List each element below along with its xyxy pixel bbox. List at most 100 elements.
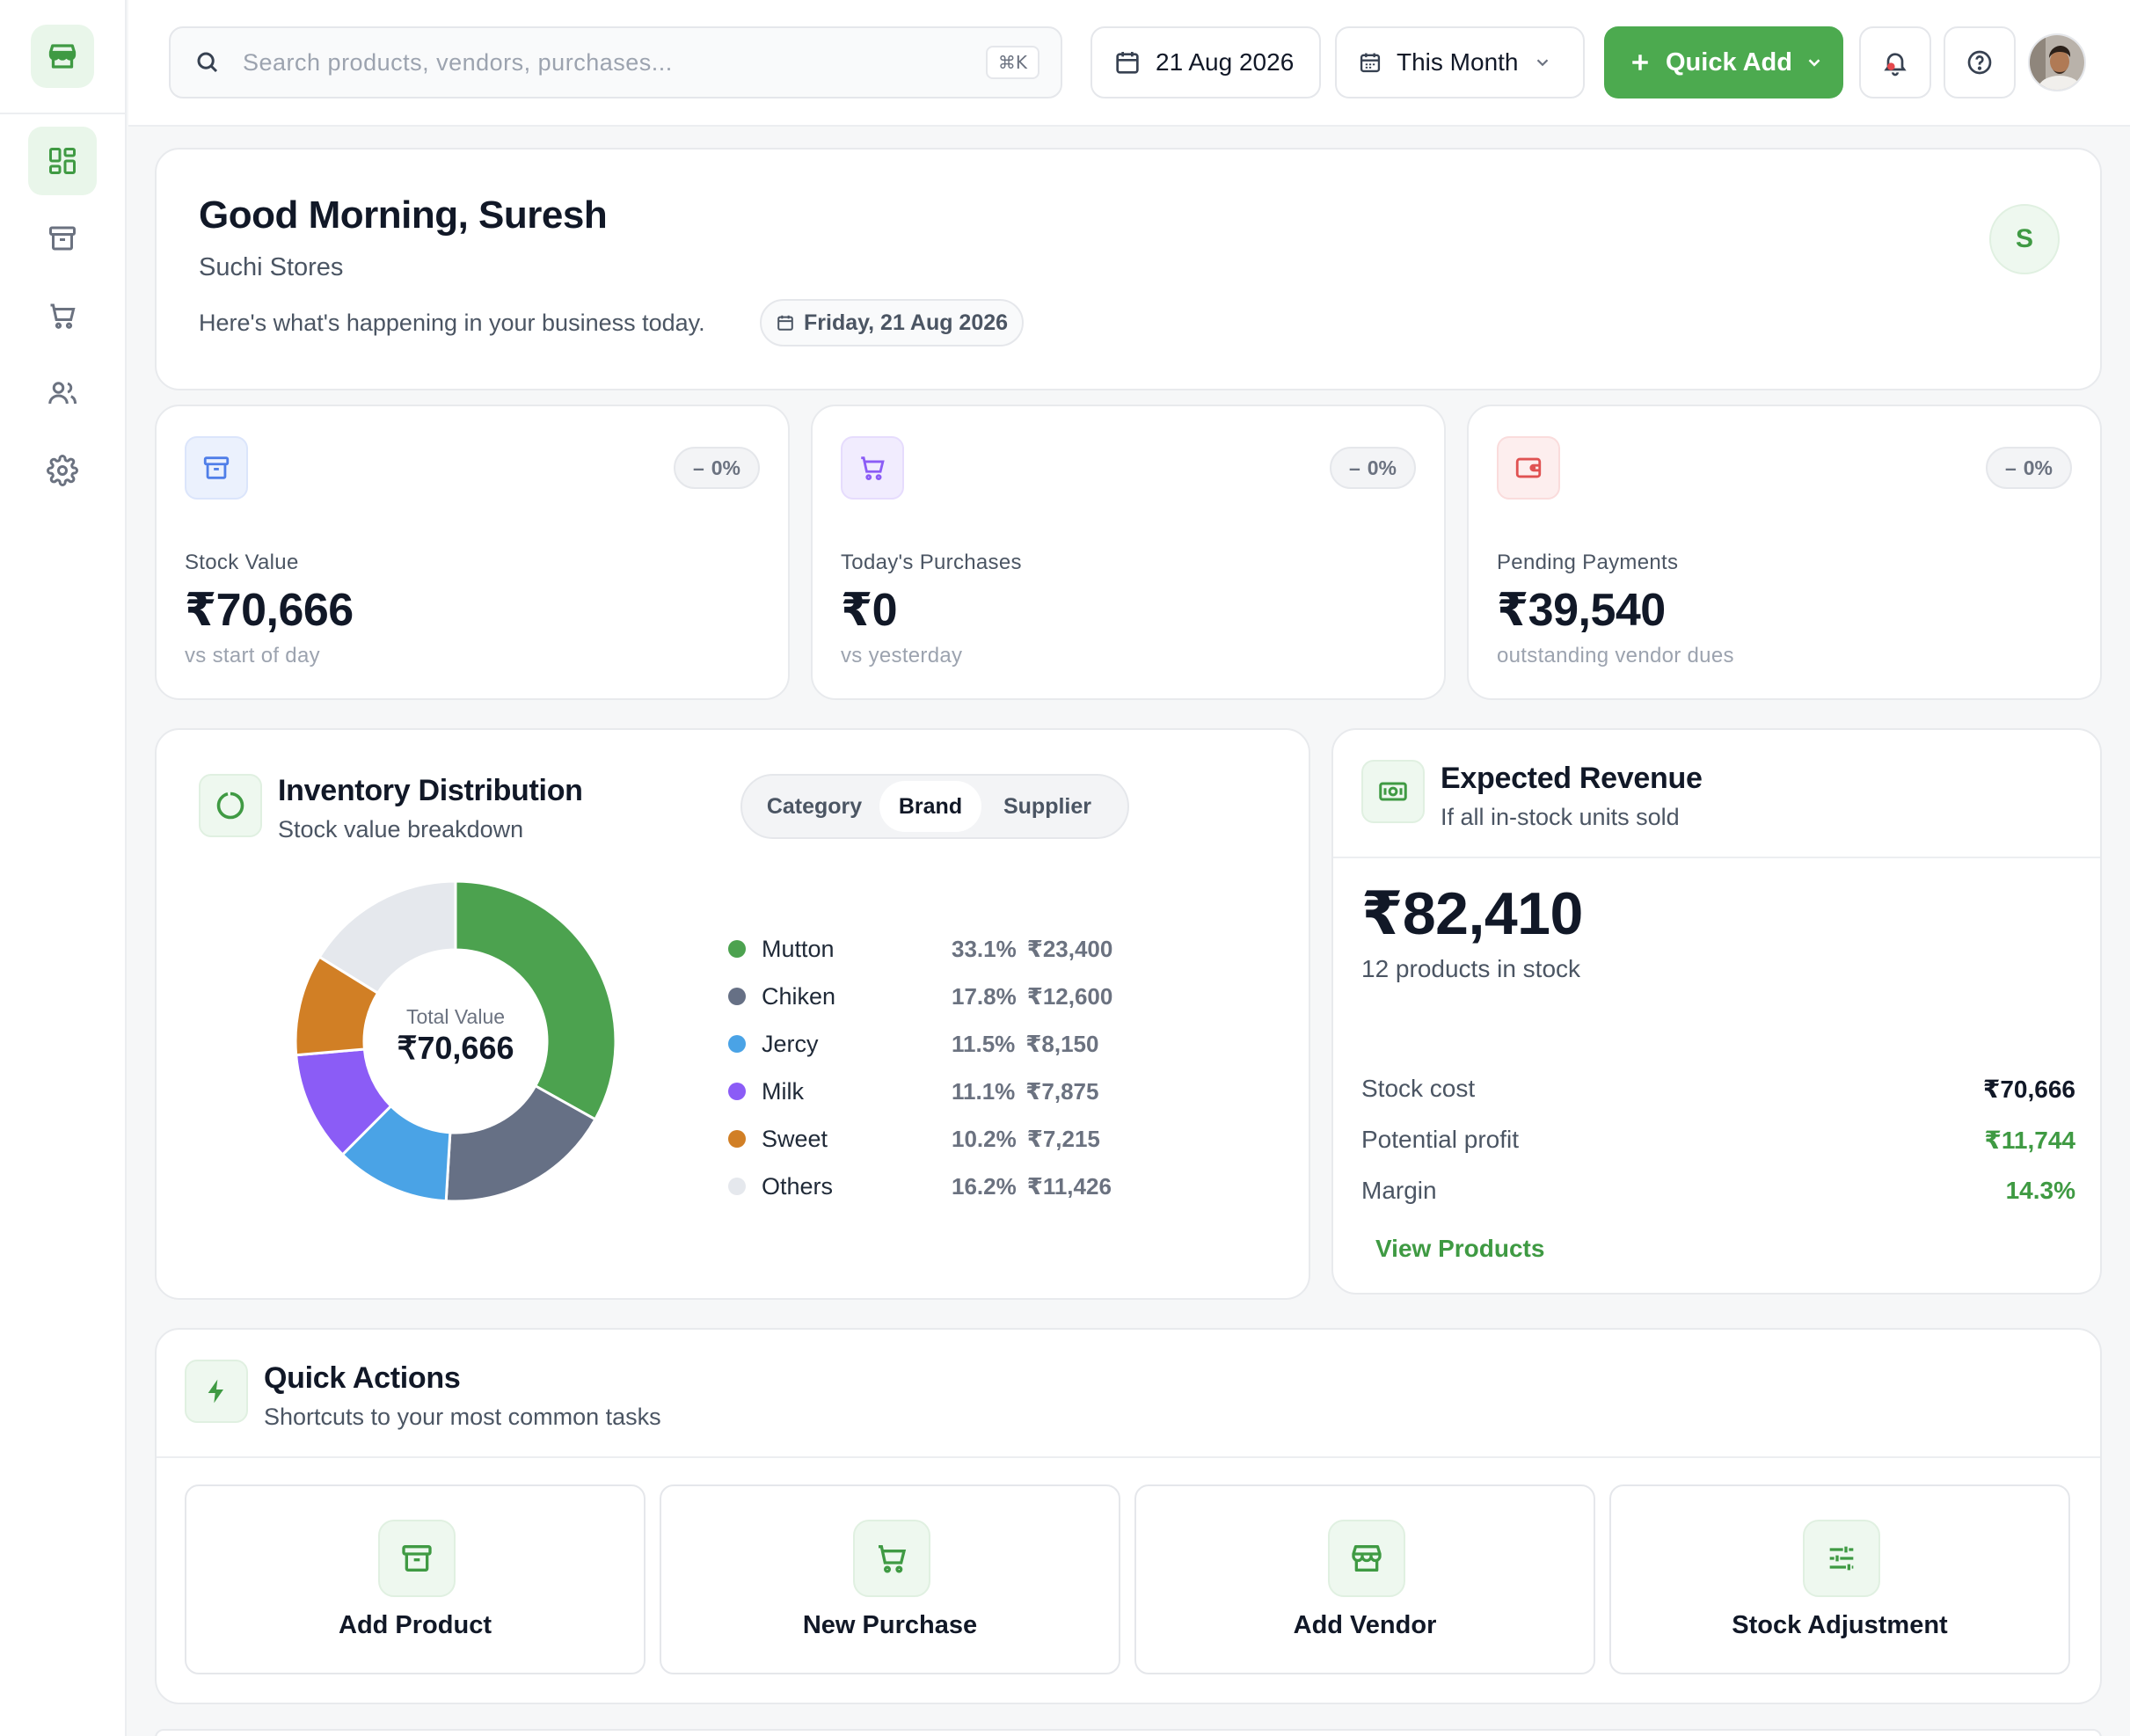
row-value: ₹11,744 (1984, 1127, 2075, 1154)
stat-card-stock-value: –0% Stock Value ₹70,666 vs start of day (155, 405, 790, 700)
stat-note: vs yesterday (841, 644, 963, 667)
divider (157, 1456, 2100, 1458)
stat-value: ₹39,540 (1497, 585, 1666, 636)
chart-legend: Mutton 33.1% ₹23,400 Chiken 17.8% ₹12,600 Jerc… (728, 925, 1150, 1210)
row-label: Margin (1361, 1177, 1437, 1204)
stat-label: Today's Purchases (841, 551, 1022, 574)
tile-label: Stock Adjustment (1732, 1611, 1948, 1639)
view-products-link[interactable]: View Products (1375, 1235, 1545, 1262)
calendar-icon (1116, 52, 1139, 74)
change-badge: –0% (1985, 447, 2072, 489)
donut-chart-icon (199, 774, 262, 837)
tile-label: Add Vendor (1293, 1611, 1437, 1639)
donut-slice-chiken[interactable] (444, 1083, 597, 1203)
period-select[interactable]: This Month (1335, 26, 1585, 98)
stat-value: ₹70,666 (185, 585, 354, 636)
quick-actions-card: Quick Actions Shortcuts to your most com… (155, 1328, 2102, 1704)
tile-label: New Purchase (802, 1611, 978, 1639)
sidebar (0, 0, 127, 1736)
store-icon (1328, 1520, 1405, 1597)
legend-item: Mutton 33.1% ₹23,400 (728, 925, 1150, 973)
store-logo-icon[interactable] (31, 25, 94, 88)
stock-adjustment-button[interactable]: Stock Adjustment (1609, 1484, 2070, 1674)
legend-label: Sweet (762, 1125, 828, 1152)
quick-add-label: Quick Add (1666, 47, 1792, 77)
sidebar-item-purchases[interactable] (28, 281, 97, 350)
legend-swatch (728, 1130, 746, 1148)
change-badge: –0% (673, 447, 760, 489)
cart-icon (853, 1520, 930, 1597)
quick-add-button[interactable]: Quick Add (1604, 26, 1843, 98)
row-label: Potential profit (1361, 1126, 1519, 1153)
today-date-pill: Friday, 21 Aug 2026 (760, 299, 1025, 346)
archive-box-icon (49, 226, 76, 251)
cart-icon (841, 436, 904, 500)
tab-supplier[interactable]: Supplier (1003, 793, 1091, 819)
donut-center-label: Total Value (406, 1005, 505, 1028)
greeting-subtitle: Here's what's happening in your business… (199, 310, 705, 336)
change-badge: –0% (1329, 447, 1416, 489)
stat-value: ₹0 (841, 585, 898, 636)
store-name: Suchi Stores (199, 253, 344, 281)
tab-brand[interactable]: Brand (879, 781, 981, 832)
chevron-down-icon (1536, 59, 1548, 67)
legend-value: ₹7,875 (1025, 1077, 1099, 1105)
stat-note: outstanding vendor dues (1497, 644, 1734, 667)
revenue-row-stock-cost: Stock cost ₹70,666 (1361, 1075, 2075, 1104)
card-subtitle: Stock value breakdown (278, 816, 524, 842)
archive-box-icon (185, 436, 248, 500)
legend-percent: 10.2% (952, 1125, 1017, 1152)
legend-value: ₹8,150 (1025, 1030, 1099, 1057)
sidebar-item-settings[interactable] (28, 436, 97, 505)
archive-box-icon (378, 1520, 456, 1597)
legend-percent: 11.1% (952, 1077, 1016, 1105)
new-purchase-button[interactable]: New Purchase (660, 1484, 1120, 1674)
card-title: Inventory Distribution (278, 774, 583, 807)
greeting-card: Good Morning, Suresh Suchi Stores Here's… (155, 148, 2102, 390)
legend-swatch (728, 1178, 746, 1195)
sidebar-item-inventory[interactable] (28, 204, 97, 273)
search-icon (192, 47, 223, 78)
help-button[interactable] (1944, 26, 2016, 98)
row-value: 14.3% (2005, 1177, 2075, 1204)
stat-card-todays-purchases: –0% Today's Purchases ₹0 vs yesterday (811, 405, 1446, 700)
top-bar: Search products, vendors, purchases... ⌘… (128, 0, 2130, 127)
settings-gear-icon (47, 455, 78, 486)
user-avatar[interactable] (2028, 33, 2086, 91)
legend-value: ₹11,426 (1026, 1172, 1112, 1200)
legend-percent: 16.2% (952, 1172, 1017, 1200)
sidebar-item-dashboard[interactable] (28, 127, 97, 195)
next-card-edge (155, 1729, 2102, 1736)
add-vendor-button[interactable]: Add Vendor (1134, 1484, 1595, 1674)
lightning-icon (185, 1360, 248, 1423)
plus-icon (1632, 55, 1648, 70)
donut-slice-mutton[interactable] (454, 879, 617, 1121)
dashboard-icon (49, 148, 76, 174)
store-initial-avatar: S (1989, 204, 2060, 274)
sidebar-header (0, 0, 125, 114)
sidebar-item-vendors[interactable] (28, 359, 97, 427)
donut-slice-others[interactable] (317, 879, 457, 996)
add-product-button[interactable]: Add Product (185, 1484, 646, 1674)
cart-icon (50, 303, 76, 329)
legend-value: ₹12,600 (1026, 982, 1113, 1010)
today-date-label: Friday, 21 Aug 2026 (804, 310, 1009, 335)
wallet-icon (1497, 436, 1560, 500)
legend-item: Chiken 17.8% ₹12,600 (728, 973, 1150, 1020)
stat-note: vs start of day (185, 644, 320, 667)
revenue-row-potential-profit: Potential profit ₹11,744 (1361, 1126, 2075, 1155)
notifications-button[interactable] (1859, 26, 1931, 98)
expected-revenue-value: ₹82,410 (1361, 880, 1583, 947)
legend-swatch (728, 1083, 746, 1100)
legend-label: Jercy (762, 1030, 819, 1057)
stat-card-pending-payments: –0% Pending Payments ₹39,540 outstanding… (1467, 405, 2102, 700)
search-input[interactable]: Search products, vendors, purchases... ⌘… (169, 26, 1062, 98)
legend-percent: 17.8% (952, 982, 1017, 1010)
date-picker-button[interactable]: 21 Aug 2026 (1091, 26, 1321, 98)
legend-item: Jercy 11.5% ₹8,150 (728, 1020, 1150, 1068)
tile-label: Add Product (339, 1611, 492, 1639)
divider (1333, 857, 2100, 858)
expected-revenue-card: Expected Revenue If all in-stock units s… (1331, 728, 2102, 1295)
revenue-row-margin: Margin 14.3% (1361, 1177, 2075, 1205)
tab-category[interactable]: Category (766, 793, 863, 819)
